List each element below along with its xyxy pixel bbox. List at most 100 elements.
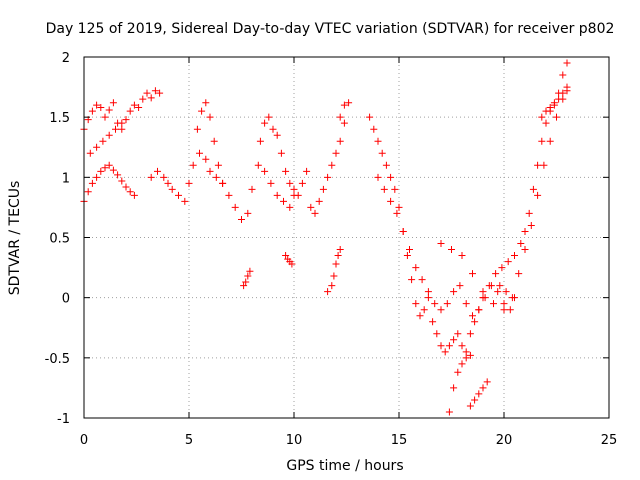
data-point	[105, 131, 113, 139]
data-point	[99, 137, 107, 145]
data-point	[458, 360, 466, 368]
data-point	[202, 99, 210, 107]
data-point	[500, 306, 508, 314]
data-point	[445, 342, 453, 350]
data-point	[466, 351, 474, 359]
data-point	[366, 113, 374, 121]
data-point	[479, 384, 487, 392]
data-point	[288, 260, 296, 268]
tick-labels: 0 5 10 15 20 25 -1 -0.5 0 0.5 1 1.5 2	[45, 51, 618, 448]
data-point	[412, 300, 420, 308]
data-point	[336, 137, 344, 145]
data-point	[93, 173, 101, 181]
data-point	[462, 354, 470, 362]
series-trace-h	[282, 252, 296, 268]
series-trace-c	[86, 119, 126, 157]
data-point	[540, 161, 548, 169]
data-point	[475, 306, 483, 314]
y-tick-label: -0.5	[45, 352, 70, 367]
series-trace-j	[336, 99, 353, 121]
data-point	[214, 161, 222, 169]
data-point	[546, 137, 554, 145]
data-point	[387, 173, 395, 181]
data-point	[311, 209, 319, 217]
data-point	[445, 408, 453, 416]
data-marks	[80, 59, 571, 416]
data-point	[93, 143, 101, 151]
data-point	[393, 209, 401, 217]
x-tick-label: 5	[185, 433, 193, 448]
data-point	[273, 191, 281, 199]
data-point	[469, 312, 476, 320]
data-point	[181, 197, 189, 205]
series-trace-q	[496, 83, 571, 302]
data-point	[256, 137, 264, 145]
data-point	[164, 179, 172, 187]
data-point	[280, 197, 287, 205]
data-point	[433, 330, 441, 338]
data-point	[542, 107, 550, 115]
data-point	[147, 94, 155, 102]
data-point	[525, 209, 533, 217]
data-point	[403, 252, 411, 260]
data-point	[538, 137, 546, 145]
data-point	[340, 101, 348, 109]
series-trace-p	[479, 59, 571, 302]
data-point	[303, 167, 311, 175]
data-point	[448, 246, 455, 254]
data-point	[563, 87, 571, 95]
data-point	[168, 185, 176, 193]
x-tick-label: 25	[601, 433, 618, 448]
series-trace-m	[437, 240, 518, 314]
x-axis-label: GPS time / hours	[286, 458, 403, 474]
data-point	[406, 246, 413, 254]
data-point	[555, 95, 563, 103]
data-point	[122, 183, 130, 191]
data-point	[391, 185, 399, 193]
data-point	[378, 149, 386, 157]
data-point	[515, 270, 523, 278]
data-point	[206, 167, 214, 175]
data-point	[437, 342, 445, 350]
data-point	[319, 185, 327, 193]
data-point	[244, 272, 252, 280]
data-point	[504, 258, 512, 266]
x-tick-label: 10	[286, 433, 303, 448]
data-point	[139, 95, 147, 103]
data-point	[332, 260, 340, 268]
data-point	[380, 185, 388, 193]
data-point	[277, 149, 285, 157]
data-point	[202, 155, 210, 163]
plot-frame	[83, 56, 610, 419]
data-point	[508, 294, 516, 302]
data-point	[143, 89, 151, 97]
data-point	[336, 113, 344, 121]
y-tick-label: 1	[62, 171, 70, 186]
y-tick-label: -1	[57, 412, 70, 427]
data-point	[240, 282, 248, 290]
chart-title: Day 125 of 2019, Sidereal Day-to-day VTE…	[46, 21, 615, 37]
data-point	[109, 166, 117, 174]
data-point	[286, 179, 294, 187]
data-point	[298, 179, 306, 187]
data-point	[340, 119, 348, 127]
data-point	[534, 161, 542, 169]
data-point	[399, 227, 407, 235]
data-point	[418, 276, 426, 284]
data-point	[282, 167, 290, 175]
data-point	[118, 119, 126, 127]
data-point	[521, 246, 529, 254]
data-point	[456, 282, 464, 290]
data-point	[307, 203, 315, 211]
data-point	[189, 161, 197, 169]
data-point	[88, 107, 96, 115]
data-point	[374, 137, 382, 145]
series-trace-o	[466, 378, 491, 410]
data-point	[154, 167, 161, 175]
data-point	[475, 390, 483, 398]
data-point	[546, 104, 554, 112]
data-point	[112, 125, 119, 133]
data-point	[450, 384, 458, 392]
data-point	[193, 125, 201, 133]
x-tick-label: 0	[80, 433, 88, 448]
